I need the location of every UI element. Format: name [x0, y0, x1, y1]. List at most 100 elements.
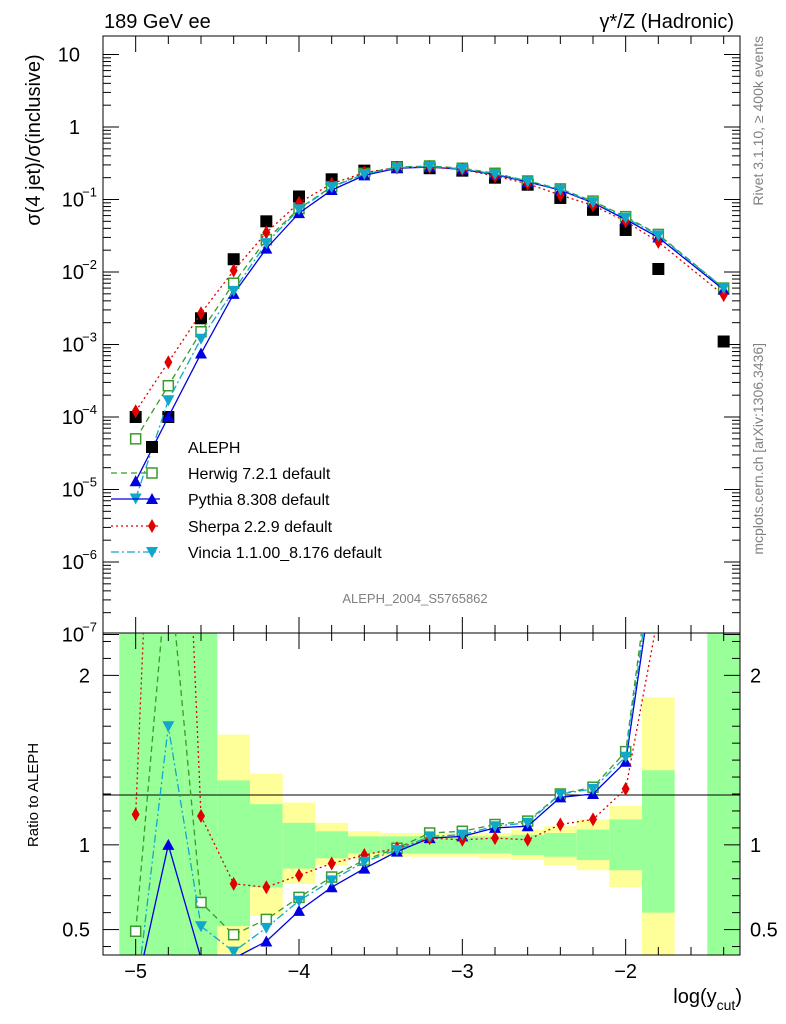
main-ytick-label: 10−3	[62, 330, 97, 357]
main-ytick-label: 10−7	[62, 620, 97, 647]
ratio-point-series-3	[262, 880, 271, 895]
ratio-point-series-4	[587, 783, 599, 795]
main-point-series-4	[195, 333, 207, 345]
main-point-series-2	[195, 347, 207, 359]
main-ytick-label: 10−2	[62, 257, 97, 284]
ratio-ytick-label-right: 0.5	[750, 920, 778, 942]
main-point-series-0	[652, 262, 665, 275]
band-inner-14	[576, 829, 610, 861]
legend-label: Vincia 1.1.00_8.176 default	[188, 545, 382, 562]
main-line-series-2	[135, 166, 725, 482]
ratio-series-group	[129, 633, 656, 955]
band-inner-7	[348, 836, 381, 854]
main-point-series-4	[391, 162, 403, 174]
ratio-y-axis-label: Ratio to ALEPH	[25, 743, 42, 847]
ratio-point-series-2	[260, 935, 273, 947]
header-right: γ*/Z (Hadronic)	[600, 11, 734, 33]
ratio-point-series-4	[619, 751, 632, 763]
legend-marker	[146, 547, 158, 558]
rivet-version-label: Rivet 3.1.10, ≥ 400k events	[750, 36, 766, 206]
legend-marker	[146, 441, 158, 453]
ratio-point-series-4	[456, 829, 469, 841]
x-tick-label: −2	[614, 961, 637, 983]
legend-marker	[146, 467, 158, 479]
main-y-axis-label: σ(4 jet)/σ(inclusive)	[23, 54, 45, 225]
ratio-point-series-4	[489, 821, 501, 833]
legend: ALEPH Herwig 7.2.1 default Pythia 8.308 de…	[111, 440, 382, 562]
ratio-point-series-4	[293, 895, 305, 907]
main-ytick-label: 10	[58, 45, 80, 67]
main-point-series-3	[197, 306, 205, 321]
ratio-point-series-3	[229, 876, 238, 891]
main-point-series-4	[587, 197, 599, 209]
ratio-point-series-3	[491, 831, 499, 846]
ratio-point-series-3	[523, 832, 532, 847]
ratio-point-series-3	[589, 812, 597, 827]
main-point-series-0	[227, 253, 240, 266]
analysis-id: ALEPH_2004_S5765862	[342, 591, 487, 606]
ratio-point-series-3	[327, 856, 336, 871]
main-ytick-exponent: −4	[82, 402, 97, 417]
main-point-series-4	[489, 168, 501, 180]
band-inner-4	[250, 804, 283, 888]
ratio-point-series-4	[554, 789, 567, 800]
ratio-point-series-4	[162, 721, 175, 733]
main-line-series-1	[135, 165, 725, 440]
main-ytick-exponent: −6	[82, 547, 97, 562]
main-ytick-label: 1	[69, 117, 80, 139]
main-line-series-3	[135, 166, 725, 412]
ratio-point-series-2	[325, 881, 338, 893]
main-point-series-0	[717, 335, 730, 348]
main-point-series-1	[129, 433, 142, 445]
band-inner-13	[544, 832, 577, 857]
ratio-error-bands	[119, 633, 740, 955]
legend-label: Herwig 7.2.1 default	[188, 466, 331, 483]
main-point-series-4	[717, 283, 730, 295]
x-tick-label: −5	[124, 961, 147, 983]
ratio-point-series-2	[293, 904, 305, 916]
band-inner-0	[119, 633, 152, 955]
ratio-point-series-2	[162, 838, 175, 850]
main-point-series-3	[719, 288, 728, 303]
main-point-series-0	[260, 215, 273, 228]
ratio-ytick-label-right: 1	[750, 835, 761, 857]
main-point-series-4	[358, 168, 371, 180]
legend-marker	[146, 493, 158, 504]
ratio-axis-ticks: −5 −4 −3 −2 0.5 0.5 1 1 2 2	[62, 633, 778, 983]
band-inner-6	[315, 831, 348, 859]
legend-marker	[148, 519, 156, 533]
ratio-ytick-label-right: 2	[750, 665, 761, 687]
main-ytick-exponent: −2	[82, 257, 97, 272]
ratio-point-series-1	[195, 896, 207, 909]
ratio-point-series-4	[325, 875, 338, 887]
main-point-series-0	[619, 223, 632, 236]
main-ytick-label: 10−5	[62, 475, 97, 502]
main-point-series-3	[654, 234, 663, 249]
legend-label: Sherpa 2.2.9 default	[188, 519, 333, 536]
legend-label: Pythia 8.308 default	[188, 492, 330, 509]
main-point-series-3	[229, 263, 238, 278]
main-point-series-3	[131, 404, 140, 419]
main-ytick-exponent: −7	[82, 620, 97, 635]
ratio-point-series-4	[260, 922, 273, 934]
ratio-point-series-4	[391, 844, 403, 856]
main-point-series-4	[162, 395, 175, 407]
main-axis-ticks: 10 1 10−1 10−2 10−3 10−4 10−5 10−6 10−7	[58, 36, 740, 647]
mcplots-label: mcplots.cern.ch [arXiv:1306.3436]	[750, 343, 766, 555]
ratio-point-series-4	[521, 817, 534, 829]
ratio-point-series-4	[423, 831, 436, 843]
ratio-point-series-3	[131, 807, 140, 822]
main-point-series-4	[227, 285, 240, 297]
ratio-point-series-4	[227, 946, 240, 955]
main-point-series-3	[262, 225, 271, 240]
main-point-series-4	[554, 184, 567, 196]
main-point-series-1	[162, 379, 175, 392]
band-inner-15	[609, 819, 642, 871]
main-ytick-label: 10−1	[62, 185, 97, 212]
main-point-series-4	[293, 204, 305, 216]
main-point-series-4	[521, 176, 534, 188]
header-left: 189 GeV ee	[104, 11, 211, 33]
main-line-series-4	[135, 165, 725, 499]
main-ytick-exponent: −3	[82, 330, 97, 345]
